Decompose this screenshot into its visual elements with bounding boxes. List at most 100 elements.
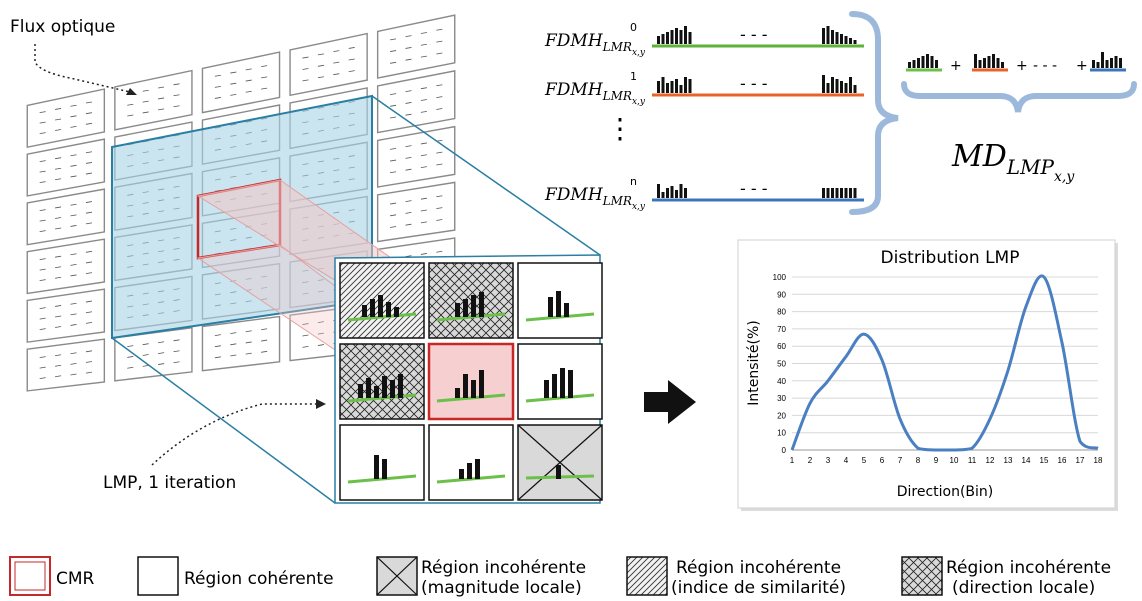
bottom-brace (901, 81, 1137, 113)
flow-cell (376, 14, 456, 79)
fdmh-bar (835, 32, 839, 44)
flow-vector (70, 373, 77, 376)
connector-line (371, 95, 601, 256)
flow-vector (333, 73, 340, 76)
flow-vector (405, 47, 412, 49)
flow-vector (436, 163, 443, 166)
flow-vector (158, 363, 165, 365)
flow-cell (26, 88, 106, 148)
x-tick-label: 7 (898, 456, 903, 465)
y-tick-label: 70 (777, 325, 786, 334)
flow-vector (39, 209, 46, 212)
sum-ellipsis: - - - (1033, 58, 1057, 74)
fdmh-subsub: x,y (632, 48, 646, 58)
flow-vector (230, 71, 237, 74)
legend-label-direction: Région incohérente (946, 558, 1111, 578)
flow-vector (55, 364, 62, 367)
flow-vector (245, 352, 252, 355)
histogram-bar (475, 459, 480, 479)
flow-cell (289, 32, 368, 97)
flow-vector (405, 90, 412, 93)
fdmh-bar (661, 77, 665, 93)
legend-item-direction: Région incohérente (direction locale) (901, 556, 1111, 598)
fdmh-bar (822, 75, 825, 93)
x-tick-label: 4 (844, 456, 849, 465)
flow-vector (333, 50, 340, 53)
flow-vector (85, 201, 92, 203)
flow-vector (420, 166, 427, 168)
flow-vector (261, 339, 268, 342)
flow-vector (302, 68, 309, 70)
flow-vector (55, 129, 62, 131)
flow-vector (85, 211, 92, 214)
flow-vector (55, 276, 62, 279)
sum-bar (1105, 60, 1109, 68)
x-tick-label: 1 (790, 456, 795, 465)
histogram-bar (568, 370, 573, 398)
flow-vector (173, 105, 180, 108)
fdmh-superscript: n (630, 175, 637, 188)
flow-vector (70, 225, 77, 227)
histogram-bar (459, 469, 464, 479)
legend-label-similarity: Région incohérente (676, 558, 841, 578)
flow-vector (127, 366, 134, 369)
sum-bar (1119, 58, 1122, 68)
flow-vector (55, 305, 62, 307)
flow-vector (390, 93, 397, 95)
fdmh-sub: LMR (602, 89, 632, 103)
flow-vector (405, 200, 412, 203)
flow-vector (39, 366, 46, 369)
lmp-cell (517, 343, 603, 420)
flow-vector (261, 87, 268, 90)
flow-vector (214, 345, 221, 348)
histogram-bar (471, 380, 476, 398)
distribution-chart: Distribution LMP Direction(Bin) Intensit… (737, 239, 1118, 511)
x-tick-label: 17 (1076, 456, 1085, 465)
y-tick-label: 0 (782, 446, 787, 455)
x-tick-label: 9 (934, 456, 939, 465)
flow-vector (142, 111, 149, 114)
right-brace (849, 11, 899, 215)
flow-vector (85, 321, 92, 324)
flow-vector (420, 253, 427, 255)
sum-bar (974, 54, 977, 68)
flow-vector (55, 108, 62, 110)
chart-box (737, 239, 1116, 509)
magnitude-cross-icon (376, 556, 418, 596)
x-tick-label: 10 (950, 456, 959, 465)
x-tick-label: 8 (916, 456, 921, 465)
legend-sub-magnitude: (magnitude locale) (421, 578, 582, 598)
flow-vector (55, 375, 62, 378)
x-tick-label: 6 (880, 456, 885, 465)
flow-vector (436, 52, 443, 55)
flow-vector (405, 145, 412, 148)
fdmh-bar (657, 36, 660, 44)
sum-bar (978, 60, 982, 68)
fdmh-bar (666, 32, 669, 44)
fdmh-ellipsis: - - - (740, 74, 768, 93)
y-tick-label: 90 (777, 290, 786, 299)
fdmh-bar (853, 188, 857, 198)
sum-bar (908, 62, 911, 68)
flow-vector (214, 97, 221, 99)
fdmh-bar (826, 188, 830, 198)
legend-item-coherent: Région cohérente (137, 556, 334, 596)
chart-series-line (790, 274, 1099, 452)
fdmh-bar (684, 26, 687, 44)
flow-vector (142, 343, 149, 346)
flow-vector (230, 332, 237, 335)
similarity-swatch (626, 556, 668, 596)
flow-vector (39, 268, 46, 271)
flow-vector (142, 364, 149, 367)
histogram-bar (548, 297, 553, 317)
flow-vector (70, 324, 77, 326)
flow-vector (317, 321, 324, 324)
flow-vector (85, 250, 92, 253)
x-tick-label: 12 (986, 456, 995, 465)
flow-vector (55, 315, 62, 318)
connector-line (111, 337, 336, 504)
x-tick-label: 13 (1004, 456, 1013, 465)
fdmh-bar (831, 188, 834, 198)
fdmh-bar (670, 81, 674, 93)
y-tick-label: 60 (777, 342, 786, 351)
